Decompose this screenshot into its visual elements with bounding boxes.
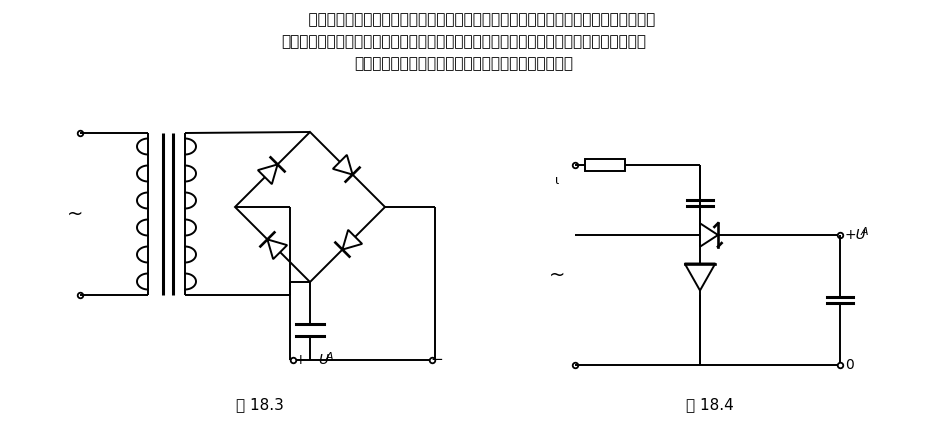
Text: A: A [860,227,868,237]
Text: 0: 0 [844,358,853,372]
Text: A: A [325,352,334,362]
Text: 图 18.3: 图 18.3 [235,397,284,412]
Polygon shape [267,239,286,259]
Text: U: U [318,353,328,367]
Polygon shape [342,230,362,250]
Text: −: − [430,352,443,368]
Text: 该电路稳压管前接电容、电阵元件。稳压管在其导通方向上通过输入电容接交流电源，
而在阻断方向上限制电流，使后接的电容重新充电，从而使输出电压稳定。该电路电压脉动
: 该电路稳压管前接电容、电阵元件。稳压管在其导通方向上通过输入电容接交流电源， 而… [273,12,654,72]
Polygon shape [258,164,277,184]
Text: ι: ι [554,173,559,187]
Polygon shape [699,223,717,247]
Bar [584,159,624,171]
Text: ~: ~ [548,265,565,285]
Polygon shape [684,264,715,291]
Text: ~: ~ [67,204,83,224]
Polygon shape [333,155,352,175]
Text: +: + [294,353,306,367]
Text: 图 18.4: 图 18.4 [685,397,733,412]
Text: +U: +U [844,228,866,242]
